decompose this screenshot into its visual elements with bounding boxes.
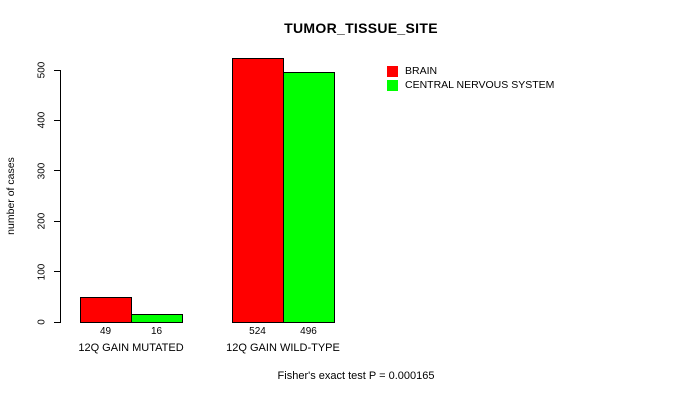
legend: BRAIN CENTRAL NERVOUS SYSTEM xyxy=(387,64,554,92)
y-tick-label: 500 xyxy=(36,61,48,79)
y-axis-tick xyxy=(54,119,60,121)
y-axis-tick xyxy=(54,69,60,71)
y-axis-tick xyxy=(54,220,60,222)
chart-title: TUMOR_TISSUE_SITE xyxy=(284,20,438,36)
legend-item: CENTRAL NERVOUS SYSTEM xyxy=(387,78,554,92)
bar xyxy=(131,313,183,323)
bar-value-label: 16 xyxy=(150,326,163,337)
y-axis-tick xyxy=(54,271,60,273)
y-tick-label: 0 xyxy=(36,319,48,325)
category-label: 12Q GAIN WILD-TYPE xyxy=(226,342,340,354)
bar-value-label: 524 xyxy=(249,326,266,337)
y-tick-label: 200 xyxy=(36,212,48,230)
bar xyxy=(283,72,335,323)
legend-label: BRAIN xyxy=(405,65,438,77)
legend-swatch xyxy=(387,79,398,91)
y-tick-label: 100 xyxy=(36,263,48,280)
bar xyxy=(80,297,132,323)
category-label: 12Q GAIN MUTATED xyxy=(78,342,184,354)
y-tick-label: 300 xyxy=(36,162,48,180)
legend-item: BRAIN xyxy=(387,64,554,78)
y-axis-tick xyxy=(54,321,60,323)
bar-value-label: 496 xyxy=(300,326,317,337)
annotation-pvalue: Fisher's exact test P = 0.000165 xyxy=(277,370,435,382)
y-axis-label: number of cases xyxy=(5,157,17,235)
y-axis-tick xyxy=(54,170,60,172)
y-tick-label: 400 xyxy=(36,112,48,129)
bar xyxy=(232,57,284,323)
legend-label: CENTRAL NERVOUS SYSTEM xyxy=(405,79,555,91)
bar-value-label: 49 xyxy=(99,326,112,337)
y-axis-line xyxy=(60,70,61,323)
legend-swatch xyxy=(387,65,398,77)
